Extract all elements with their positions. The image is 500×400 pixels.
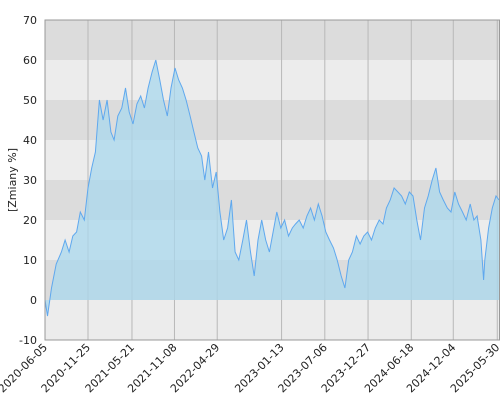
y-tick-label: 40: [23, 134, 37, 147]
y-axis-label: [Zmiany %]: [6, 148, 19, 212]
band: [45, 100, 500, 140]
line: [44, 59, 500, 317]
y-tick-label: 30: [23, 174, 37, 187]
y-tick-label: 60: [23, 54, 37, 67]
band: [45, 20, 500, 60]
y-tick-label: 70: [23, 14, 37, 27]
band: [45, 60, 500, 100]
y-tick-label: 50: [23, 94, 37, 107]
y-tick-label: 20: [23, 214, 37, 227]
area: [45, 60, 499, 316]
y-tick-label: -10: [19, 334, 37, 347]
y-tick-label: 0: [30, 294, 37, 307]
band: [45, 300, 500, 340]
y-tick-label: 10: [23, 254, 37, 267]
